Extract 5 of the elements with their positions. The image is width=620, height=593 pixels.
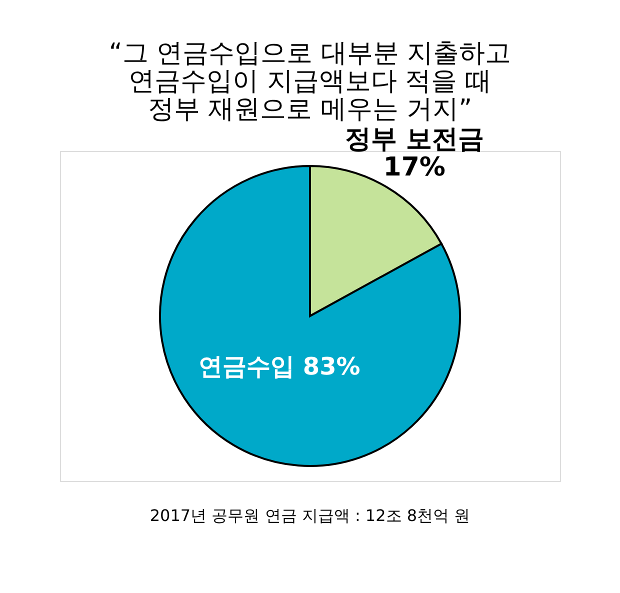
text: 2017년 공무원 연금 지급액 : 12조 8천억 원 (150, 506, 470, 525)
slice-label: 연금수입 83% (198, 352, 360, 381)
data-label: 17% (383, 152, 446, 183)
slice-label: 정부 보전금 (344, 124, 484, 155)
chart-title: “그 연금수입으로 대부분 지출하고 연금수입이 지급액보다 적을 때 정부 재원으로 메우는 거지” (108, 38, 512, 125)
